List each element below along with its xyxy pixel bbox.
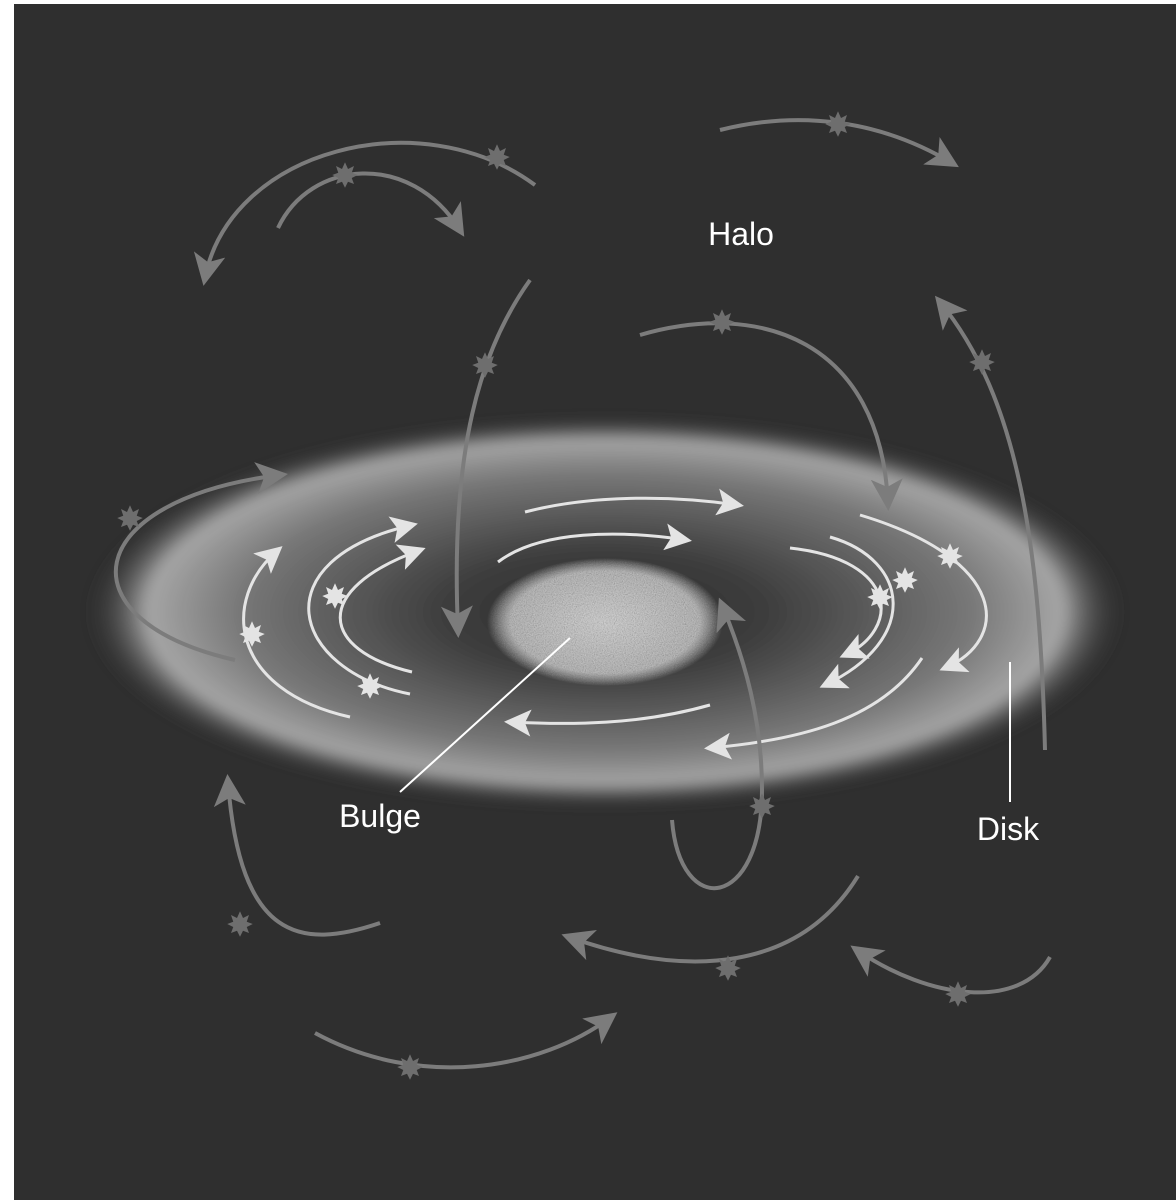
halo-label: Halo — [708, 216, 774, 252]
bulge — [487, 558, 723, 686]
bulge-label: Bulge — [339, 798, 421, 834]
disk-label: Disk — [977, 811, 1040, 847]
galaxy-diagram: Halo Bulge Disk — [0, 0, 1176, 1200]
